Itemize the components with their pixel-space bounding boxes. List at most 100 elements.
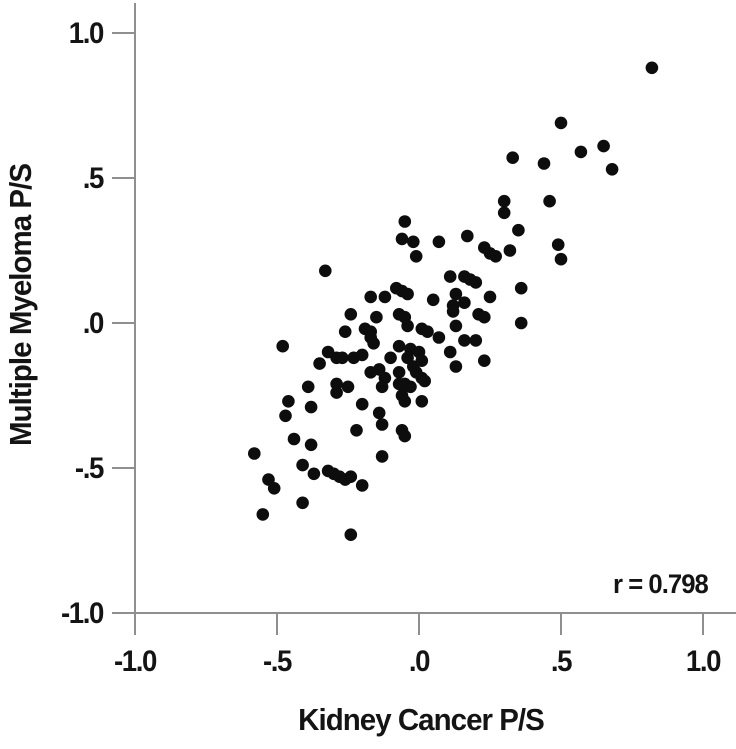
data-point	[514, 316, 528, 330]
y-tick-label: 1.0	[68, 17, 105, 50]
data-point	[375, 380, 389, 394]
data-point	[551, 238, 565, 251]
data-point	[605, 163, 619, 176]
data-point	[597, 139, 610, 153]
y-tick-label: -.5	[74, 452, 104, 485]
data-point	[248, 447, 261, 460]
data-point	[313, 357, 326, 370]
data-point	[282, 395, 295, 408]
data-point	[554, 116, 568, 130]
data-point	[446, 305, 460, 318]
data-point	[287, 432, 301, 446]
data-point	[338, 325, 352, 339]
data-point	[370, 310, 383, 324]
data-point	[421, 325, 434, 339]
data-point	[443, 345, 457, 359]
data-point	[384, 351, 397, 365]
data-point	[506, 151, 519, 164]
data-point	[443, 270, 457, 283]
data-point	[478, 354, 491, 368]
data-point	[355, 397, 369, 411]
y-axis-title: Multiple Myeloma P/S	[3, 163, 38, 447]
data-point	[432, 235, 446, 249]
data-point	[307, 467, 321, 481]
data-point	[279, 409, 292, 423]
data-point	[469, 276, 483, 289]
data-point	[392, 366, 406, 379]
data-point	[415, 354, 429, 368]
data-point	[398, 395, 412, 408]
data-point	[458, 296, 471, 310]
data-point	[458, 334, 471, 347]
data-point	[392, 339, 406, 353]
x-tick-label: .0	[408, 645, 431, 678]
data-point	[367, 337, 380, 350]
data-point	[330, 377, 343, 391]
data-point	[449, 319, 463, 333]
data-point	[301, 380, 315, 394]
data-point	[276, 339, 290, 353]
data-point	[415, 395, 429, 408]
x-axis-title: Kidney Cancer P/S	[298, 702, 545, 737]
data-point	[296, 458, 309, 472]
data-point	[336, 351, 349, 365]
data-point	[398, 215, 412, 228]
data-point	[449, 287, 463, 301]
data-point	[350, 424, 363, 437]
data-point	[489, 249, 503, 263]
data-point	[304, 438, 318, 452]
data-point	[409, 249, 423, 263]
data-point	[407, 235, 420, 249]
data-point	[304, 400, 318, 414]
data-point	[319, 264, 332, 278]
data-point	[554, 252, 568, 266]
data-point	[497, 206, 511, 220]
data-point	[398, 429, 412, 443]
data-point	[375, 418, 389, 431]
data-point	[401, 319, 414, 333]
data-point	[341, 380, 355, 394]
data-point	[461, 229, 474, 243]
data-point	[355, 479, 369, 492]
data-point	[267, 482, 281, 495]
x-tick-label: -1.0	[113, 645, 157, 678]
y-tick-label: .0	[82, 307, 105, 340]
data-point	[344, 308, 358, 321]
data-point	[537, 157, 551, 170]
data-point	[574, 145, 588, 159]
data-point	[296, 496, 309, 510]
x-tick-label: .5	[550, 645, 573, 678]
data-point	[418, 374, 432, 388]
y-tick-label: .5	[82, 162, 105, 195]
data-point	[330, 386, 343, 399]
data-point	[409, 366, 423, 379]
data-point	[426, 293, 440, 307]
data-point	[543, 194, 556, 208]
data-point	[375, 450, 389, 463]
data-point	[372, 406, 386, 420]
data-point	[364, 366, 378, 379]
data-point	[483, 290, 497, 304]
data-point	[378, 290, 392, 304]
data-point	[256, 508, 270, 521]
data-point	[478, 310, 491, 324]
x-tick-label: -.5	[262, 645, 292, 678]
data-point	[503, 244, 517, 257]
data-point	[449, 360, 463, 373]
data-point	[364, 290, 378, 304]
data-point	[432, 331, 446, 344]
correlation-annotation: r = 0.798	[613, 569, 709, 599]
data-point	[344, 528, 358, 541]
x-tick-label: 1.0	[685, 645, 722, 678]
data-point	[401, 287, 414, 301]
data-point	[514, 281, 528, 295]
data-point	[469, 334, 483, 347]
data-point	[355, 348, 369, 362]
data-point	[497, 194, 511, 208]
data-point	[645, 61, 659, 75]
data-point	[404, 380, 417, 394]
data-point	[512, 223, 525, 237]
data-point	[395, 232, 409, 246]
